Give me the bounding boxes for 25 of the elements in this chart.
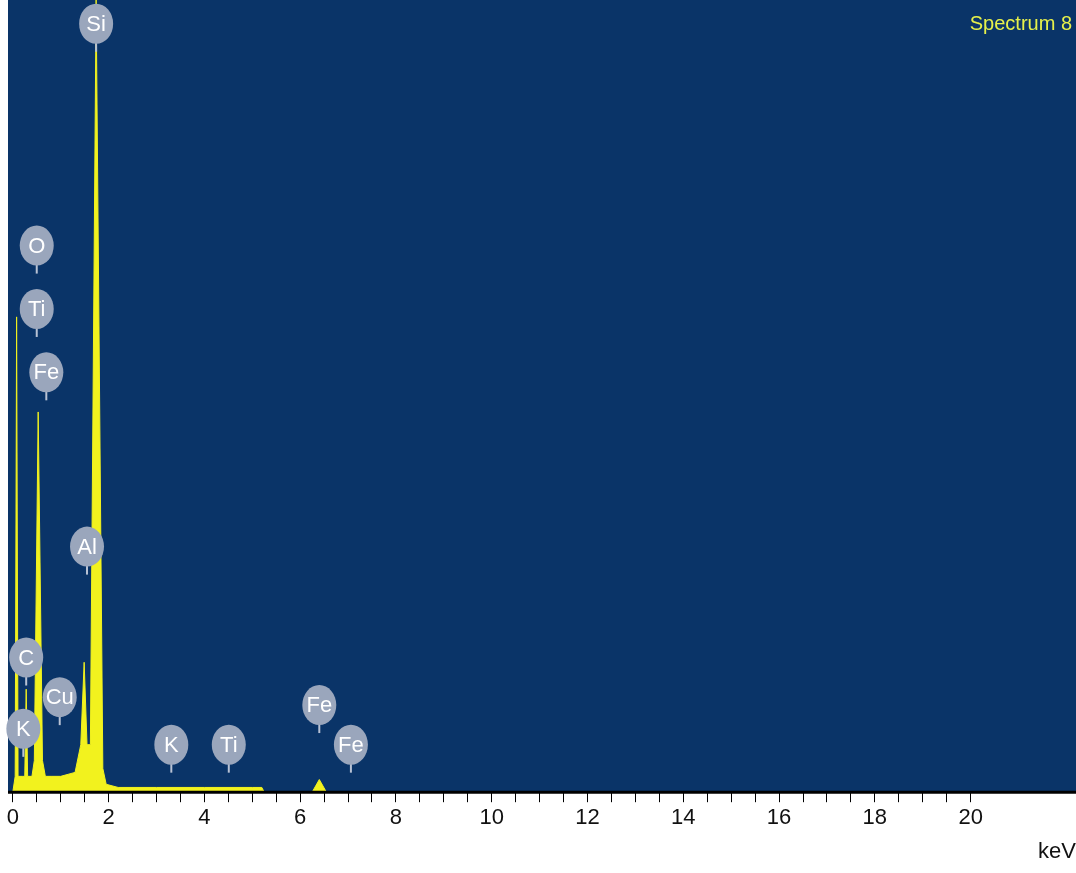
x-tick-label: 12 [575,804,600,830]
annotation: Ti [27,296,46,322]
text: Spectrum 8 [969,11,1072,34]
x-axis-title: keV [1038,837,1076,863]
x-tick-label: 20 [958,804,983,830]
x-tick-label: 0 [6,804,19,830]
annotation: Fe [306,692,333,718]
annotation: Fe [33,359,60,385]
x-tick-label: 10 [479,804,504,830]
x-tick-label: 16 [766,804,792,830]
annotation: Si [86,10,106,36]
x-tick-label: 8 [389,804,403,830]
annotation: Fe [338,731,364,757]
annotation: O [28,232,46,258]
annotation: Al [77,533,97,559]
annotation: Ti [220,731,238,757]
x-tick-label: 18 [862,804,888,830]
annotation: Cu [45,684,74,710]
annotation: K [15,715,31,741]
x-tick-label: 6 [294,804,307,830]
x-tick-label: 2 [102,804,115,830]
annotation: C [18,644,35,670]
x-tick-label: 14 [671,804,696,830]
annotation: K [163,731,179,757]
x-tick-label: 4 [198,804,211,830]
